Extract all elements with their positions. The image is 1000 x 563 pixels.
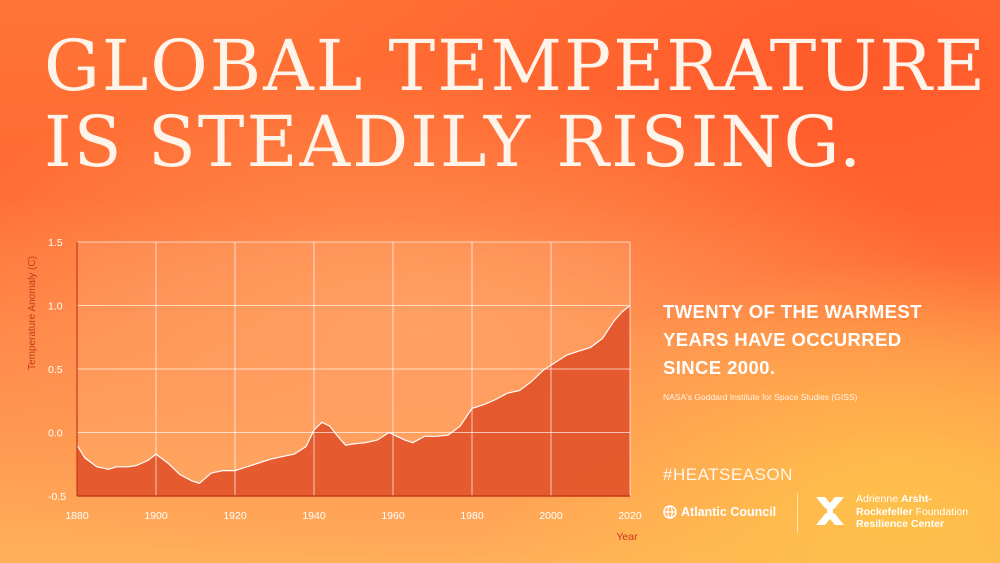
- y-tick-label: 1.0: [48, 301, 63, 313]
- x-tick-label: 1960: [381, 510, 405, 522]
- y-axis-title: Temperature Anomaly (C): [27, 256, 38, 370]
- atlantic-council-logo[interactable]: Atlantic Council: [663, 505, 776, 519]
- y-tick-label: 0.5: [48, 364, 63, 376]
- x-tick-label: 1920: [223, 510, 247, 522]
- arsht-name-last: Arsht-: [900, 493, 932, 505]
- y-tick-label: 1.5: [48, 237, 63, 249]
- y-tick-label: 0.0: [48, 428, 63, 440]
- temperature-area: [77, 305, 630, 496]
- page-title: GLOBAL TEMPERATURE IS STEADILY RISING.: [44, 28, 987, 180]
- arsht-name-first: Adrienne: [856, 493, 901, 505]
- arsht-foundation: Foundation: [912, 505, 969, 518]
- key-fact-headline: TWENTY OF THE WARMEST YEARS HAVE OCCURRE…: [663, 301, 922, 378]
- resilience-x-icon: [816, 497, 844, 525]
- arsht-rockefeller: Rockefeller: [856, 505, 913, 518]
- title-line-1: GLOBAL TEMPERATURE: [44, 25, 988, 107]
- x-tick-label: 2000: [539, 510, 563, 522]
- x-tick-label: 1880: [65, 510, 89, 522]
- title-line-2: IS STEADILY RISING.: [44, 101, 864, 183]
- x-axis-title: Year: [616, 531, 638, 543]
- logo-divider: [797, 493, 798, 533]
- globe-icon: [663, 505, 677, 519]
- x-tick-label: 1900: [144, 510, 168, 522]
- arsht-logo-text: Adrienne Arsht- Rockefeller Foundation R…: [856, 493, 968, 531]
- atlantic-council-label: Atlantic Council: [681, 505, 777, 519]
- x-tick-label: 1940: [302, 510, 326, 522]
- hashtag[interactable]: #HEATSEASON: [663, 465, 793, 484]
- x-tick-label: 1980: [460, 510, 484, 522]
- source-note: NASA's Goddard Institute for Space Studi…: [663, 392, 858, 402]
- temperature-line: [76, 305, 631, 484]
- arsht-rockefeller-logo[interactable]: Adrienne Arsht- Rockefeller Foundation R…: [812, 493, 968, 531]
- key-fact: TWENTY OF THE WARMEST YEARS HAVE OCCURRE…: [663, 298, 963, 402]
- x-tick-label: 2020: [618, 510, 642, 522]
- arsht-center: Resilience Center: [856, 518, 945, 530]
- y-tick-label: -0.5: [48, 491, 66, 503]
